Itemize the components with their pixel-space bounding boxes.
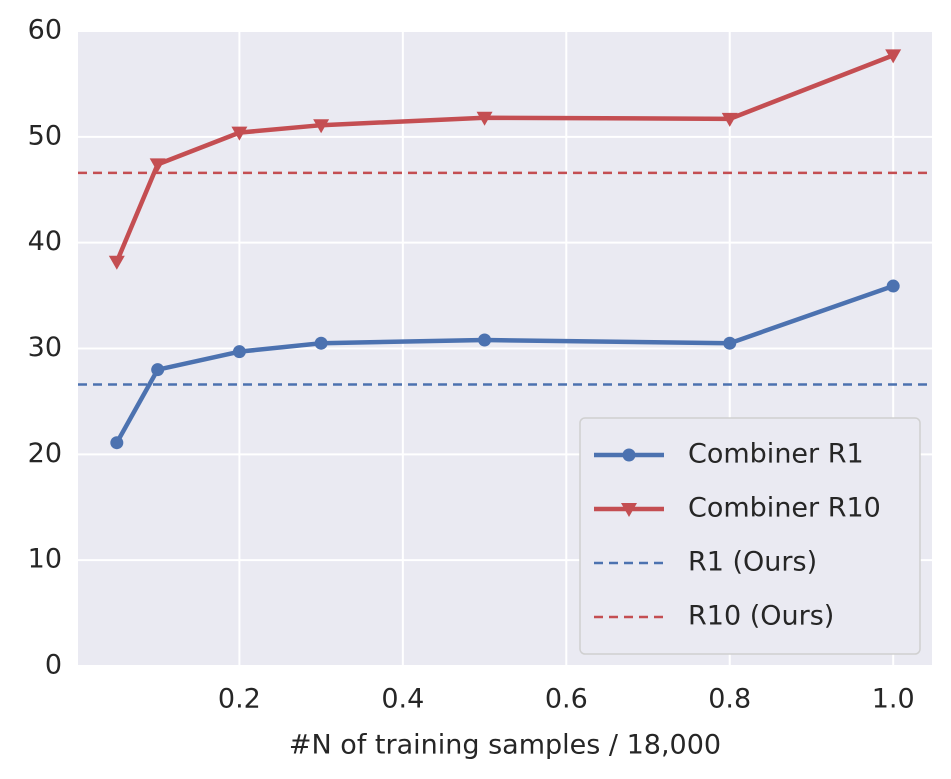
x-tick-label: 0.4 — [381, 684, 424, 715]
marker — [110, 436, 124, 450]
x-tick-label: 0.2 — [218, 684, 261, 715]
marker — [149, 158, 166, 173]
y-tick-label: 20 — [28, 438, 62, 469]
legend-label: Combiner R1 — [688, 439, 864, 470]
y-tick-label: 30 — [28, 332, 62, 363]
marker — [476, 111, 493, 126]
marker — [108, 255, 125, 270]
legend-label: R1 (Ours) — [688, 547, 817, 578]
y-tick-label: 0 — [45, 650, 62, 681]
marker — [478, 333, 492, 347]
marker — [721, 112, 738, 127]
marker — [314, 336, 328, 350]
x-axis-label: #N of training samples / 18,000 — [289, 730, 721, 761]
marker — [151, 363, 165, 377]
x-tick-label: 0.6 — [545, 684, 588, 715]
marker — [232, 345, 246, 359]
y-tick-label: 10 — [28, 544, 62, 575]
marker — [886, 279, 900, 293]
x-tick-label: 1.0 — [872, 684, 915, 715]
marker — [621, 503, 637, 517]
marker — [622, 448, 636, 462]
legend: Combiner R1 Combiner R10 R1 (Ours) R10 (Our… — [579, 417, 921, 655]
x-tick-label: 0.8 — [708, 684, 751, 715]
legend-label: R10 (Ours) — [688, 601, 834, 632]
marker — [231, 126, 248, 141]
marker — [313, 119, 330, 134]
y-tick-label: 50 — [28, 120, 62, 151]
y-tick-label: 40 — [28, 226, 62, 257]
legend-box — [579, 417, 921, 655]
legend-label: Combiner R10 — [688, 493, 881, 524]
marker — [723, 336, 737, 350]
y-tick-label: 60 — [28, 15, 62, 46]
marker — [885, 49, 902, 64]
